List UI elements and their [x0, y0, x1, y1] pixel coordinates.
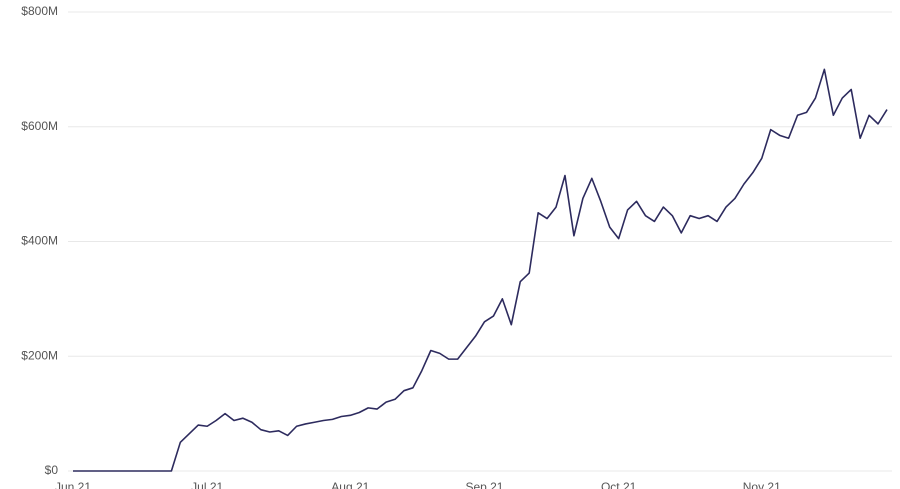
- x-tick-label: Aug 21: [331, 480, 369, 489]
- y-tick-label: $0: [45, 463, 59, 477]
- y-tick-label: $600M: [21, 119, 58, 133]
- line: [73, 68, 888, 472]
- y-tick-label: $200M: [21, 348, 58, 362]
- x-tick-label: Sep 21: [465, 480, 503, 489]
- x-tick-label: Jun 21: [55, 480, 91, 489]
- x-tick-label: Jul 21: [191, 480, 223, 489]
- x-tick-label: Oct 21: [601, 480, 637, 489]
- y-tick-label: $800M: [21, 4, 58, 18]
- x-tick-label: Nov 21: [743, 480, 781, 489]
- y-tick-label: $400M: [21, 234, 58, 248]
